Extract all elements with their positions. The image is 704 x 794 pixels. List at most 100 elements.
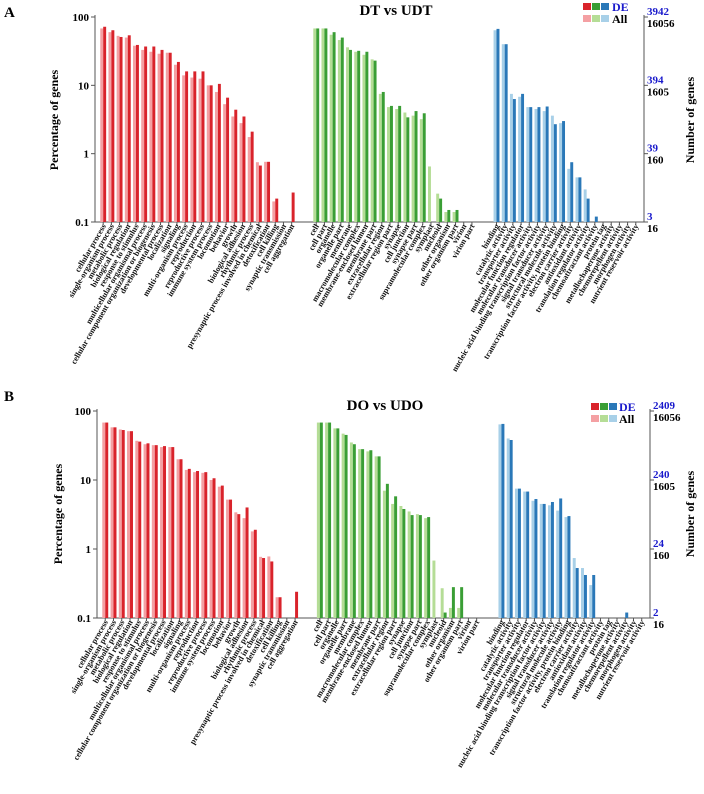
y2-tick-label-all: 160 (647, 155, 664, 167)
bar-all (362, 54, 366, 223)
bar-de (369, 450, 373, 618)
bar-de (196, 471, 200, 618)
y-tick-label: 0.1 (75, 217, 89, 229)
bar-de (237, 514, 241, 618)
bar-all (572, 558, 576, 618)
bar-de (512, 99, 516, 222)
bar-de (455, 209, 459, 222)
legend-swatch-bp-all (583, 15, 591, 22)
bar-de (398, 105, 402, 222)
bar-all (539, 503, 543, 618)
bar-de (529, 107, 533, 222)
bar-de (275, 198, 279, 222)
bar-all (255, 162, 259, 222)
bar-all (141, 49, 145, 222)
bar-de (168, 52, 172, 223)
bar-all (395, 109, 399, 222)
bar-de (138, 441, 142, 618)
bar-de (365, 51, 369, 222)
legend-swatch-cc-de (592, 3, 600, 10)
bar-all (259, 556, 263, 618)
bar-de (373, 60, 377, 222)
panel-label: B (4, 389, 14, 405)
bar-de (570, 162, 574, 222)
bar-de (509, 439, 513, 618)
bar-all (436, 193, 440, 222)
bar-de (242, 116, 246, 222)
y-tick-label: 1 (86, 544, 92, 556)
bar-all (354, 51, 358, 222)
y2-tick-label-de: 3942 (647, 6, 670, 18)
y2-tick-label-de: 2 (653, 607, 659, 619)
bar-de (220, 485, 224, 618)
legend-swatch-mf-all (609, 415, 617, 422)
panel-b: B DO vs UDO Percentage of genes Number o… (4, 389, 697, 769)
bar-all (531, 500, 535, 618)
bar-all (275, 597, 279, 618)
bar-de (394, 496, 398, 618)
bar-de (245, 507, 249, 618)
bar-all (391, 503, 395, 618)
bar-de (119, 36, 123, 223)
bar-de (253, 529, 257, 618)
bar-de (229, 499, 233, 618)
bar-de (340, 37, 344, 223)
bar-all (428, 166, 431, 222)
bar-de (402, 508, 406, 618)
bar-de (171, 447, 175, 618)
panel-label: A (4, 5, 15, 21)
bar-all (547, 505, 551, 618)
legend-swatch-mf-de (601, 3, 609, 10)
bar-all (168, 447, 172, 618)
bar-all (108, 32, 112, 222)
y2-tick-label-all: 16056 (647, 18, 675, 30)
bar-all (432, 560, 436, 618)
bar-all (127, 431, 131, 618)
bar-de (278, 597, 282, 618)
y2-tick-label-de: 39 (647, 143, 659, 155)
bar-de (209, 85, 213, 222)
bar-de (234, 109, 238, 222)
bar-all (387, 107, 390, 222)
bar-all (157, 53, 161, 222)
bar-de (262, 558, 266, 618)
bar-all (325, 422, 329, 618)
bar-de (418, 515, 422, 618)
bar-de (179, 459, 183, 618)
bar-de (316, 28, 320, 223)
bar-de (121, 430, 125, 618)
bar-all (349, 442, 353, 618)
bar-de (201, 71, 205, 222)
bar-all (382, 490, 386, 618)
bar-de (130, 431, 133, 618)
bar-de (324, 28, 328, 223)
bar-de (460, 587, 464, 618)
bar-all (337, 40, 341, 223)
bar-all (567, 168, 571, 222)
bar-all (411, 115, 415, 222)
bar-all (493, 30, 497, 222)
bar-de (414, 111, 418, 222)
bar-de (146, 443, 150, 618)
bar-de (267, 161, 271, 222)
bar-all (133, 45, 136, 223)
bar-de (361, 449, 365, 618)
bar-all (214, 91, 218, 222)
bar-de (504, 44, 508, 222)
y2-tick-label-all: 16 (653, 619, 665, 631)
bar-de (103, 26, 107, 222)
bar-de (443, 612, 447, 618)
bar-all (424, 518, 428, 618)
bar-all (415, 514, 419, 618)
bar-de (550, 501, 554, 618)
legend-swatch-cc-all (600, 415, 608, 422)
bar-de (447, 209, 451, 222)
bar-all (206, 85, 210, 222)
bar-de (187, 468, 191, 618)
y2-tick-label-de: 240 (653, 469, 670, 481)
bar-all (556, 510, 560, 618)
chart-title: DT vs UDT (359, 3, 432, 19)
legend: DE All (591, 400, 636, 426)
bar-all (378, 93, 382, 222)
y2-tick-label-all: 1605 (653, 481, 676, 493)
